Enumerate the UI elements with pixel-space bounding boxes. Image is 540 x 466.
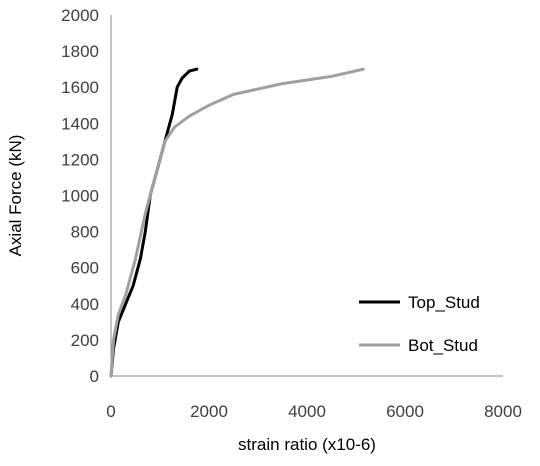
y-tick-label: 800 [71,223,99,242]
x-tick-label: 4000 [288,402,326,421]
y-tick-label: 1400 [61,114,99,133]
y-tick-label: 2000 [61,6,99,25]
y-tick-label: 1000 [61,187,99,206]
series-line-top-stud [109,67,199,378]
y-tick-label: 200 [71,331,99,350]
tick-labels: 0 200 400 600 800 1000 1200 1400 1600 1800 2000 0 20… [61,6,522,421]
x-tick-label: 2000 [190,402,228,421]
x-tick-label: 8000 [484,402,522,421]
y-axis-title: Axial Force (kN) [6,135,25,257]
y-tick-label: 600 [71,259,99,278]
y-tick-label: 400 [71,295,99,314]
legend-label-top-stud: Top_Stud [408,293,480,312]
x-tick-label: 0 [106,402,115,421]
legend: Top_Stud Bot_Stud [359,293,480,355]
y-tick-label: 1600 [61,78,99,97]
x-axis-title: strain ratio (x10-6) [238,435,376,454]
y-tick-label: 1200 [61,150,99,169]
x-tick-label: 6000 [386,402,424,421]
series-layer [109,67,365,378]
legend-label-bot-stud: Bot_Stud [408,336,478,355]
y-tick-label: 1800 [61,42,99,61]
y-tick-label: 0 [90,367,99,386]
series-line-bot-stud [109,67,365,378]
axes [110,15,503,377]
